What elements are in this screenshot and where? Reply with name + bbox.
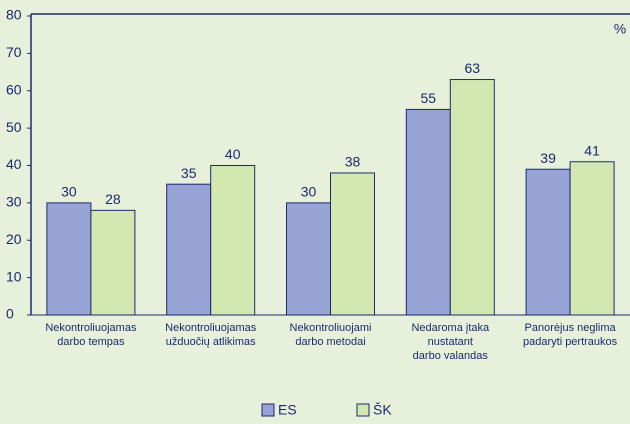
y-tick-label: 80 — [6, 7, 22, 23]
x-tick-label: darbo tempas — [57, 336, 125, 348]
bar — [330, 172, 375, 316]
y-tick-label: 50 — [6, 119, 22, 135]
value-label: 28 — [105, 191, 121, 207]
bar — [449, 79, 495, 316]
y-tick-label: 70 — [6, 44, 22, 60]
value-label: 30 — [301, 184, 317, 200]
legend-swatch — [356, 403, 370, 417]
value-label: 63 — [465, 60, 481, 76]
legend-label: ES — [278, 402, 297, 418]
value-label: 40 — [225, 146, 241, 162]
legend-label: ŠK — [373, 402, 392, 418]
x-tick-label: Nekontroliuojamas — [45, 322, 137, 334]
x-tick-label: Panorėjus neglima — [525, 322, 617, 334]
y-tick-label: 60 — [6, 81, 22, 97]
x-tick-label: darbo metodai — [295, 336, 365, 348]
x-tick-label: Nekontroliuojami — [290, 322, 372, 334]
y-tick-label: 0 — [6, 306, 14, 322]
x-tick-label: Nedaroma įtaka — [411, 322, 490, 334]
bar — [90, 209, 136, 316]
x-tick-label: darbo valandas — [413, 350, 489, 362]
y-tick-label: 10 — [6, 268, 22, 284]
y-tick-label: 40 — [6, 156, 22, 172]
bar — [210, 165, 256, 316]
x-tick-label: užduočių atlikimas — [166, 336, 256, 348]
y-tick-label: 30 — [6, 194, 22, 210]
x-tick-label: nustatant — [428, 336, 473, 348]
x-tick-label: Nekontroliuojamas — [165, 322, 257, 334]
value-label: 55 — [421, 90, 437, 106]
legend-swatch — [261, 403, 275, 417]
bar — [405, 108, 451, 316]
bar — [569, 161, 615, 316]
value-label: 38 — [345, 154, 361, 170]
y-tick-label: 20 — [6, 231, 22, 247]
bar — [46, 202, 92, 316]
bar — [166, 183, 212, 316]
bar — [286, 202, 331, 316]
bar — [525, 168, 571, 316]
value-label: 30 — [61, 184, 77, 200]
value-label: 41 — [584, 142, 600, 158]
unit-label: % — [614, 21, 626, 37]
value-label: 35 — [181, 165, 197, 181]
x-tick-label: padaryti pertraukos — [523, 336, 618, 348]
value-label: 39 — [540, 150, 556, 166]
